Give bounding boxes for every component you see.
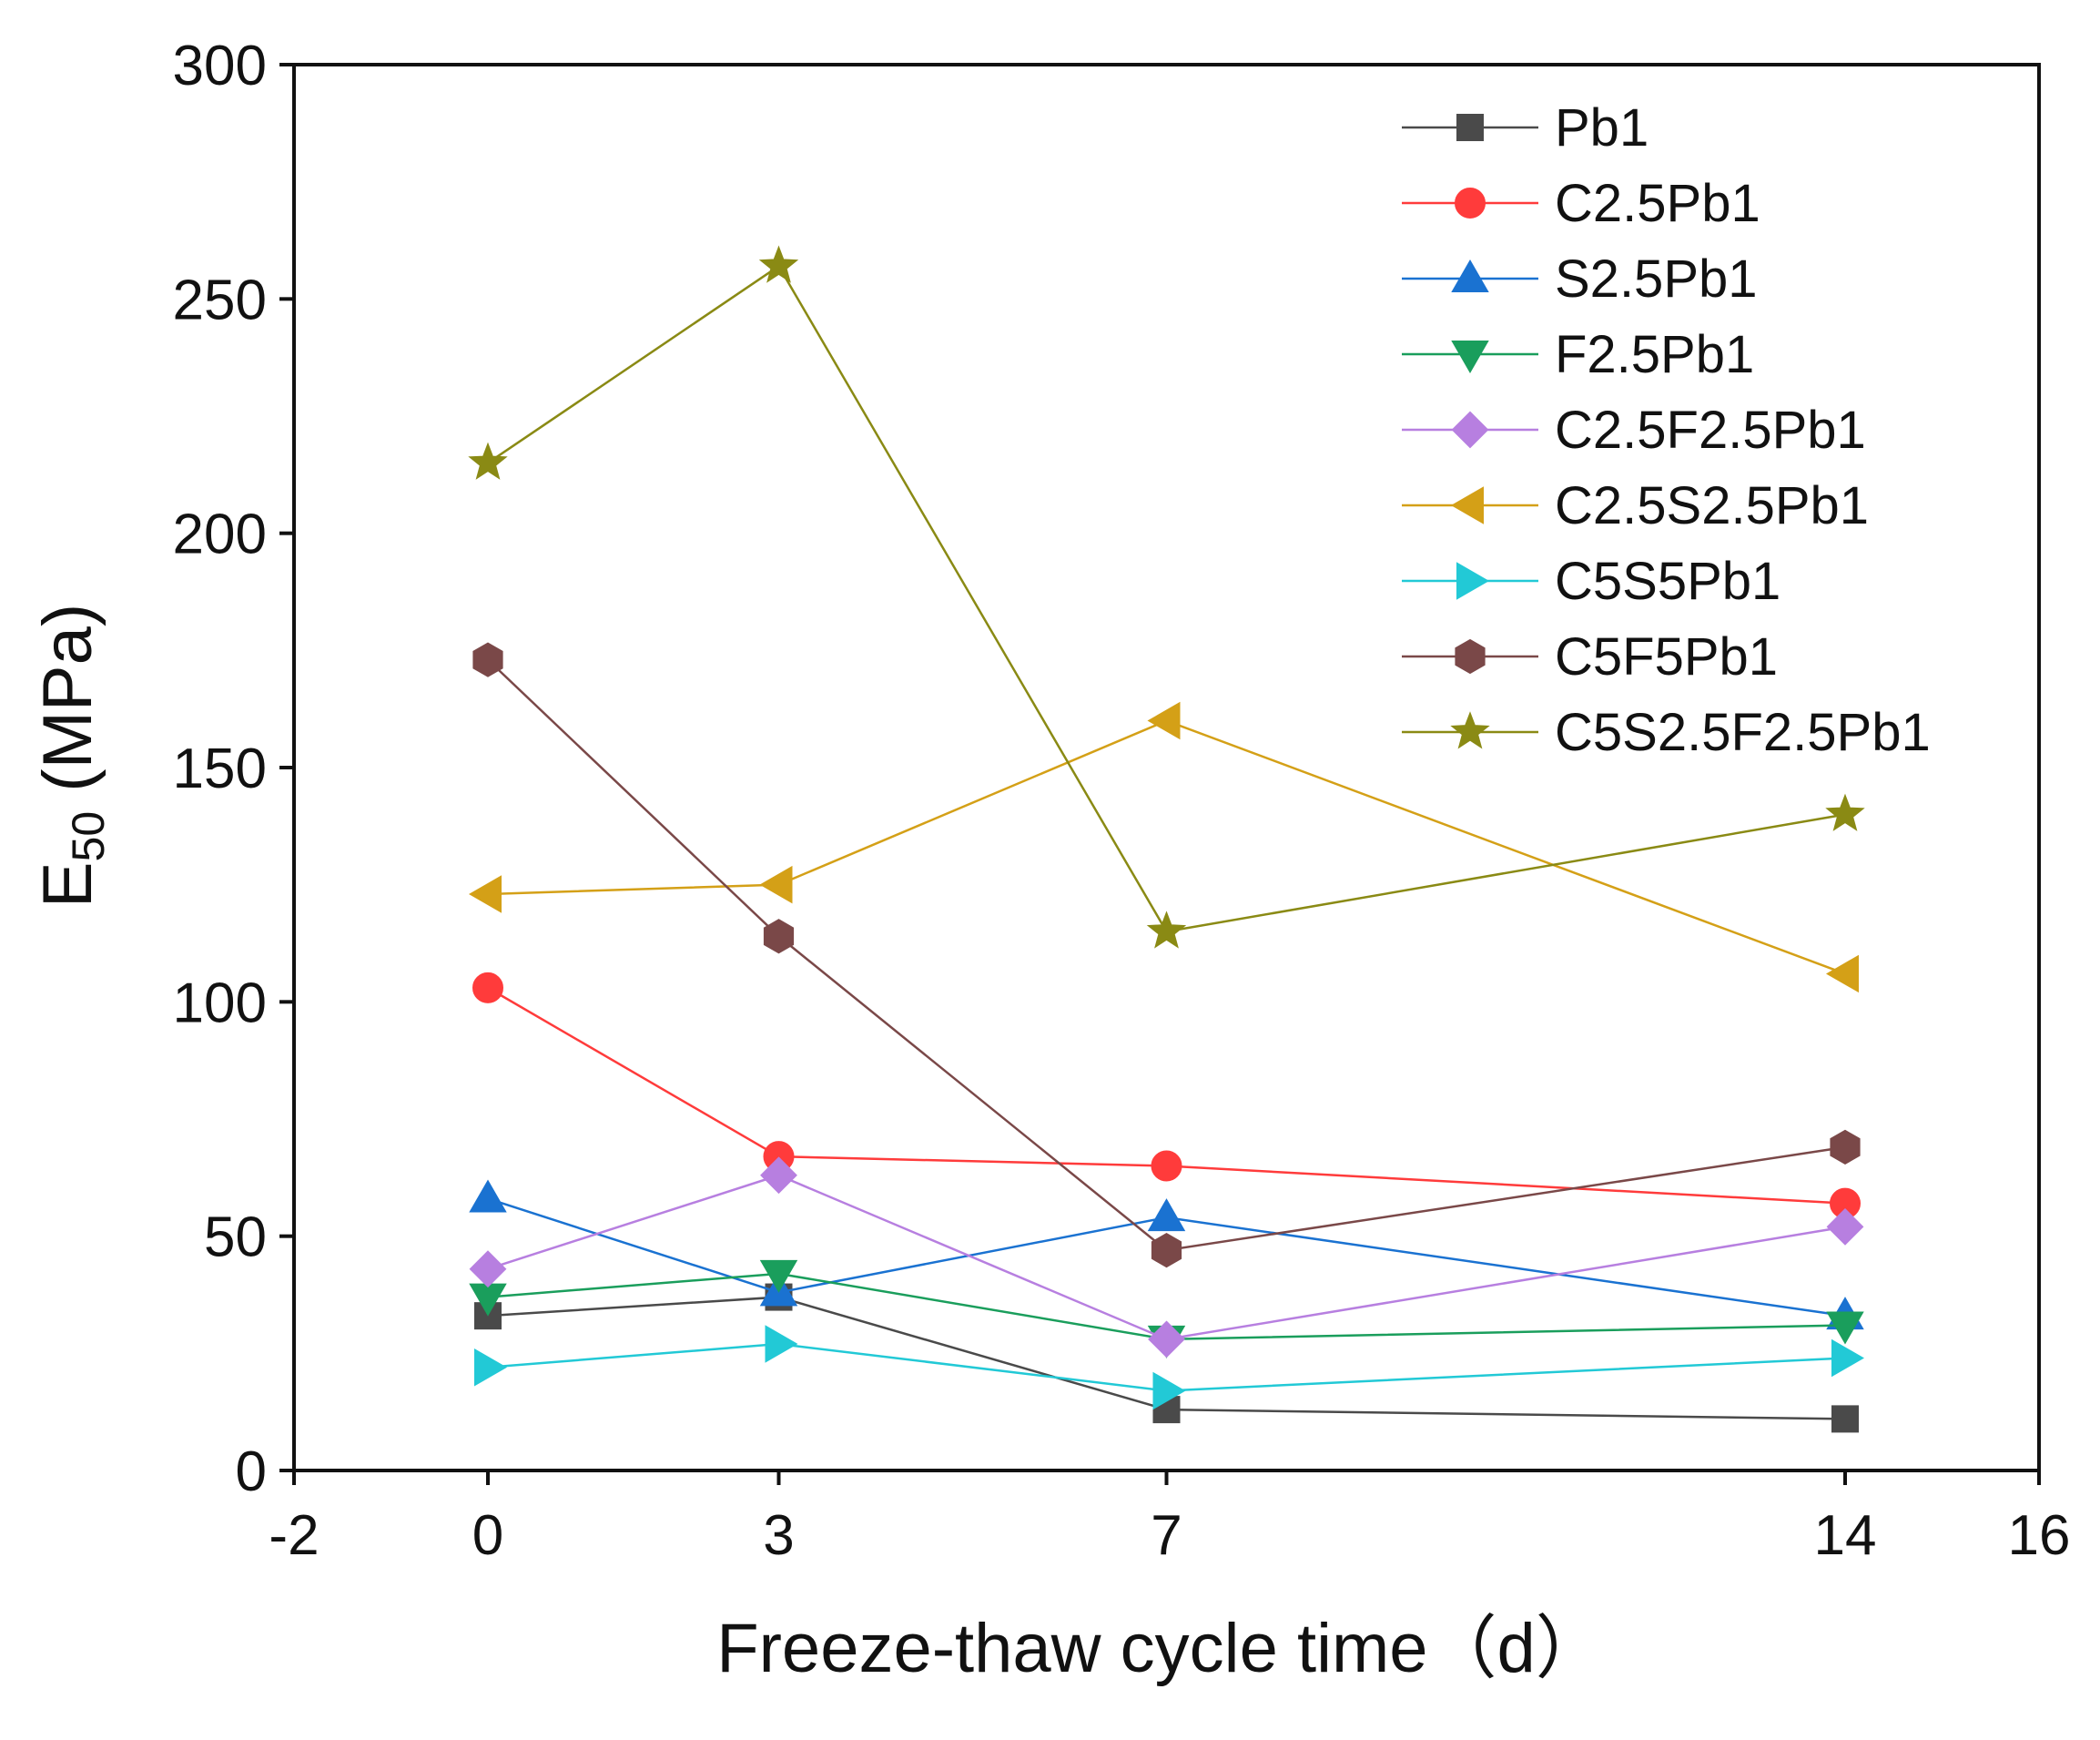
legend-label: C5F5Pb1 — [1555, 627, 1778, 687]
legend-marker — [1451, 259, 1489, 292]
data-point — [1151, 1232, 1182, 1268]
series-line — [487, 719, 1846, 975]
data-point — [759, 865, 793, 904]
x-tick-label: 7 — [1151, 1504, 1182, 1567]
y-tick-label: 300 — [173, 35, 267, 97]
legend-marker — [1450, 486, 1484, 524]
x-tick-label: 14 — [1814, 1504, 1877, 1567]
legend-entry: C5S5Pb1 — [1402, 552, 1780, 611]
data-point — [1825, 793, 1865, 831]
data-point — [1146, 911, 1187, 949]
data-point — [1152, 1371, 1186, 1410]
data-point — [1831, 1405, 1859, 1433]
series-layer — [468, 245, 1865, 1433]
legend-marker — [1455, 638, 1486, 675]
y-tick-label: 250 — [173, 269, 267, 331]
data-point — [472, 642, 503, 677]
legend-marker — [1455, 188, 1486, 219]
data-point — [763, 919, 795, 954]
legend-label: Pb1 — [1555, 98, 1649, 158]
x-axis-title: Freeze-thaw cycle time（d） — [716, 1610, 1605, 1687]
data-point — [472, 972, 503, 1003]
series-line — [487, 1174, 1846, 1341]
y-axis-title-unit: (MPa) — [29, 604, 107, 811]
series-line — [487, 1272, 1846, 1341]
y-tick-label: 0 — [236, 1440, 267, 1503]
data-point — [765, 1325, 798, 1363]
legend-marker — [1451, 411, 1489, 449]
x-tick-label: -2 — [269, 1504, 319, 1567]
legend: Pb1 C2.5Pb1 S2.5Pb1 F2.5Pb1 C2.5F2.5Pb1 C2.5S… — [1402, 98, 1931, 762]
legend-entry: C5F5Pb1 — [1402, 627, 1778, 687]
legend-entry: C2.5S2.5Pb1 — [1402, 476, 1869, 535]
data-point — [1147, 701, 1181, 740]
data-point — [1826, 1207, 1864, 1246]
series-line — [487, 658, 1846, 1252]
series-C5S2.5F2.5Pb1 — [468, 245, 1865, 949]
legend-label: S2.5Pb1 — [1555, 249, 1758, 309]
legend-label: F2.5Pb1 — [1555, 325, 1754, 384]
data-point — [760, 1156, 797, 1195]
y-tick-label: 150 — [173, 738, 267, 800]
data-point — [1830, 1129, 1861, 1165]
legend-marker — [1451, 341, 1489, 374]
legend-entry: F2.5Pb1 — [1402, 325, 1754, 384]
series-line — [487, 1296, 1846, 1420]
data-point — [469, 1179, 507, 1213]
series-line — [487, 264, 1846, 933]
legend-marker — [1450, 711, 1490, 749]
legend-label: C2.5F2.5Pb1 — [1555, 401, 1866, 460]
data-point — [468, 875, 502, 913]
data-point — [758, 245, 799, 283]
legend-entry: C2.5F2.5Pb1 — [1402, 401, 1866, 460]
legend-entry: C5S2.5F2.5Pb1 — [1402, 703, 1931, 762]
series-line — [487, 1342, 1846, 1392]
legend-label: C5S2.5F2.5Pb1 — [1555, 703, 1931, 762]
legend-label: C2.5Pb1 — [1555, 174, 1760, 233]
x-tick-label: 3 — [763, 1504, 794, 1567]
series-C2.5S2.5Pb1 — [468, 701, 1859, 993]
y-axis-title: E50 (MPa) — [29, 604, 114, 908]
data-point — [1826, 1311, 1864, 1345]
legend-label: C5S5Pb1 — [1555, 552, 1780, 611]
legend-entry: C2.5Pb1 — [1402, 174, 1760, 233]
legend-entry: Pb1 — [1402, 98, 1649, 158]
data-point — [1831, 1338, 1865, 1378]
series-C2.5Pb1 — [472, 972, 1861, 1219]
series-line — [487, 986, 1846, 1205]
y-axis: 0 50 100 150 200 250 300 — [173, 35, 294, 1503]
data-point — [1825, 954, 1859, 993]
legend-marker — [1456, 114, 1484, 141]
data-point — [1151, 1150, 1182, 1182]
x-axis: -2 0 3 7 14 16 — [269, 1470, 2070, 1567]
legend-marker — [1456, 562, 1490, 600]
data-point — [469, 1250, 507, 1288]
series-C5F5Pb1 — [472, 642, 1861, 1268]
legend-label: C2.5S2.5Pb1 — [1555, 476, 1869, 535]
y-tick-label: 200 — [173, 504, 267, 566]
data-point — [474, 1348, 508, 1387]
data-point — [1148, 1320, 1185, 1358]
x-tick-label: 16 — [2008, 1504, 2071, 1567]
y-tick-label: 50 — [204, 1206, 267, 1269]
data-point — [759, 1259, 798, 1293]
y-axis-title-subscript: 50 — [63, 811, 114, 862]
series-line — [487, 1197, 1846, 1318]
x-tick-label: 0 — [472, 1504, 503, 1567]
data-point — [1147, 1198, 1186, 1232]
data-point — [468, 442, 508, 480]
y-tick-label: 100 — [173, 972, 267, 1034]
series-C5S5Pb1 — [474, 1325, 1865, 1410]
y-axis-title-main: E — [29, 861, 107, 908]
legend-entry: S2.5Pb1 — [1402, 249, 1758, 309]
series-C2.5F2.5Pb1 — [469, 1156, 1864, 1358]
